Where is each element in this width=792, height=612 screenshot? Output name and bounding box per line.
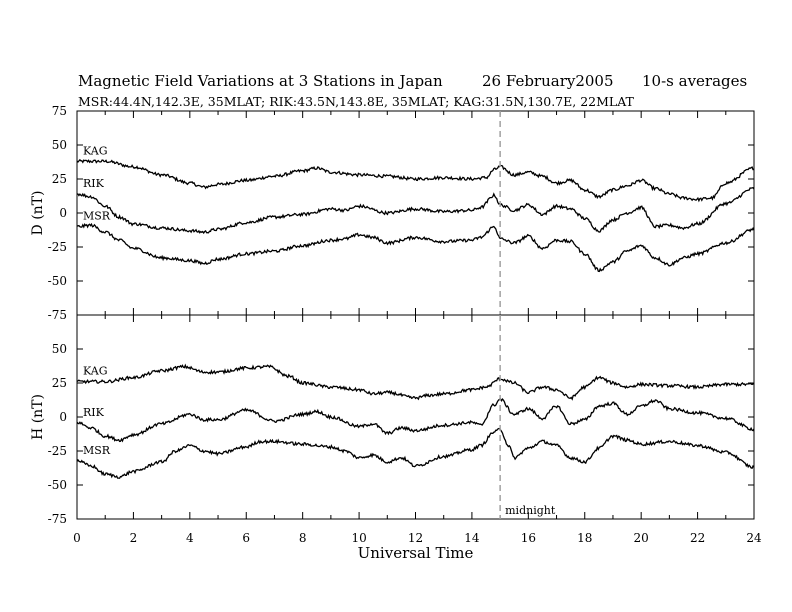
h-series-msr — [76, 427, 755, 479]
chart-date: 26 February2005 — [482, 72, 614, 90]
x-tick-label: 14 — [464, 531, 480, 545]
h-ytick-label: -50 — [48, 478, 67, 492]
x-axis-label: Universal Time — [358, 544, 474, 562]
d-panel-frame — [76, 110, 755, 316]
x-tick-label: 16 — [521, 531, 536, 545]
d-ylabel: D (nT) — [30, 191, 46, 236]
d-series-rik — [77, 186, 755, 235]
d-series-kag — [76, 158, 754, 203]
h-series-label-msr: MSR — [83, 444, 111, 457]
h-ytick-label: 50 — [52, 342, 67, 356]
h-series-rik — [76, 397, 755, 443]
d-ytick-label: 50 — [52, 138, 67, 152]
d-ytick-label: 75 — [52, 104, 67, 118]
h-series-kag — [76, 363, 755, 401]
x-tick-label: 20 — [634, 531, 649, 545]
x-tick-label: 0 — [73, 531, 81, 545]
d-series-label-msr: MSR — [83, 209, 111, 222]
h-ytick-label: 25 — [52, 376, 67, 390]
h-ytick-label: -75 — [48, 512, 67, 526]
h-ylabel: H (nT) — [30, 394, 46, 440]
stations-subtitle: MSR:44.4N,142.3E, 35MLAT; RIK:43.5N,143.… — [78, 94, 634, 109]
d-ytick-label: -25 — [48, 240, 67, 254]
h-series-label-kag: KAG — [83, 365, 108, 378]
d-series-label-kag: KAG — [83, 144, 108, 157]
averaging-label: 10-s averages — [642, 72, 748, 90]
x-tick-label: 24 — [746, 531, 762, 545]
x-tick-label: 4 — [186, 531, 194, 545]
d-series-msr — [76, 222, 755, 273]
d-ytick-label: 0 — [59, 206, 67, 220]
chart-title: Magnetic Field Variations at 3 Stations … — [78, 72, 443, 90]
h-ytick-label: -25 — [48, 444, 67, 458]
h-ytick-label: 0 — [59, 410, 67, 424]
d-ytick-label: 25 — [52, 172, 67, 186]
midnight-label: midnight — [505, 504, 556, 517]
x-tick-label: 6 — [242, 531, 250, 545]
d-ytick-label: -50 — [48, 274, 67, 288]
h-series-label-rik: RIK — [83, 406, 105, 419]
x-tick-label: 8 — [299, 531, 307, 545]
x-tick-label: 2 — [130, 531, 138, 545]
x-tick-label: 22 — [690, 531, 705, 545]
d-series-label-rik: RIK — [83, 177, 105, 190]
x-tick-label: 12 — [408, 531, 423, 545]
d-ytick-label: -75 — [48, 308, 67, 322]
x-tick-label: 18 — [577, 531, 592, 545]
x-tick-label: 10 — [351, 531, 366, 545]
